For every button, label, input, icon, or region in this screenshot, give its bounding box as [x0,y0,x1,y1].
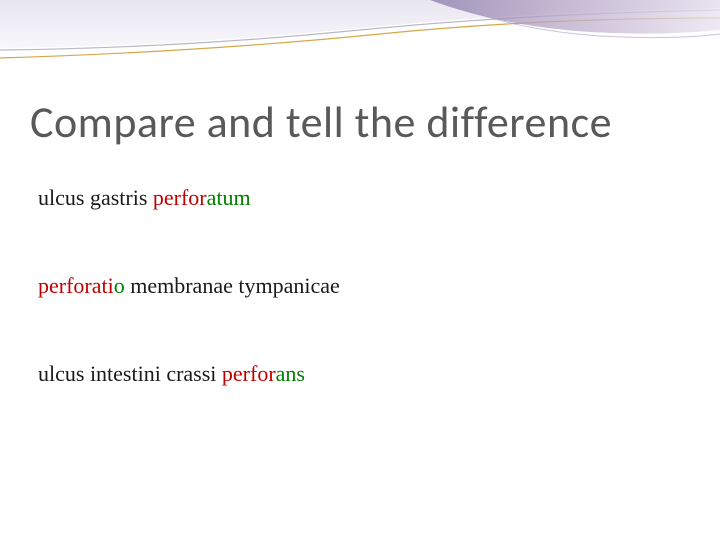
text-segment: perfor [153,185,207,210]
header-decoration [0,0,720,90]
text-segment: ans [276,361,305,386]
text-line-2: perforatio membranae tympanicae [38,273,680,299]
text-segment: ulcus gastris [38,185,153,210]
text-segment: o [114,273,131,298]
slide-title: Compare and tell the difference [30,95,612,149]
text-segment: ulcus intestini crassi [38,361,222,386]
content-area: ulcus gastris perforatum perforatio memb… [38,185,680,449]
text-line-3: ulcus intestini crassi perforans [38,361,680,387]
text-segment: atum [207,185,251,210]
slide: Compare and tell the difference ulcus ga… [0,0,720,540]
text-segment: perforati [38,273,114,298]
text-segment: membranae tympanicae [130,273,340,298]
text-segment: perfor [222,361,276,386]
text-line-1: ulcus gastris perforatum [38,185,680,211]
